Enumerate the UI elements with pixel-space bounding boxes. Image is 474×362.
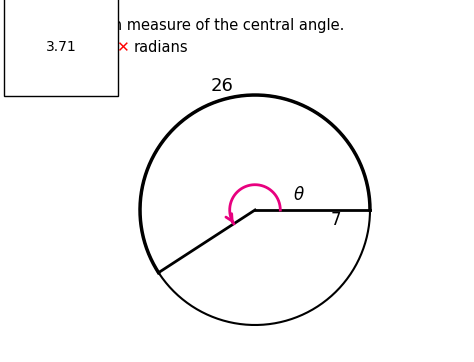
Text: radians: radians [134,40,189,55]
Text: θ =: θ = [12,40,44,55]
Text: 26: 26 [210,77,233,94]
Text: 3.71: 3.71 [46,40,77,54]
Text: 7: 7 [330,211,341,230]
Text: θ: θ [294,186,304,204]
Text: Find the radian measure of the central angle.: Find the radian measure of the central a… [12,18,345,33]
Text: ✕: ✕ [116,40,129,55]
